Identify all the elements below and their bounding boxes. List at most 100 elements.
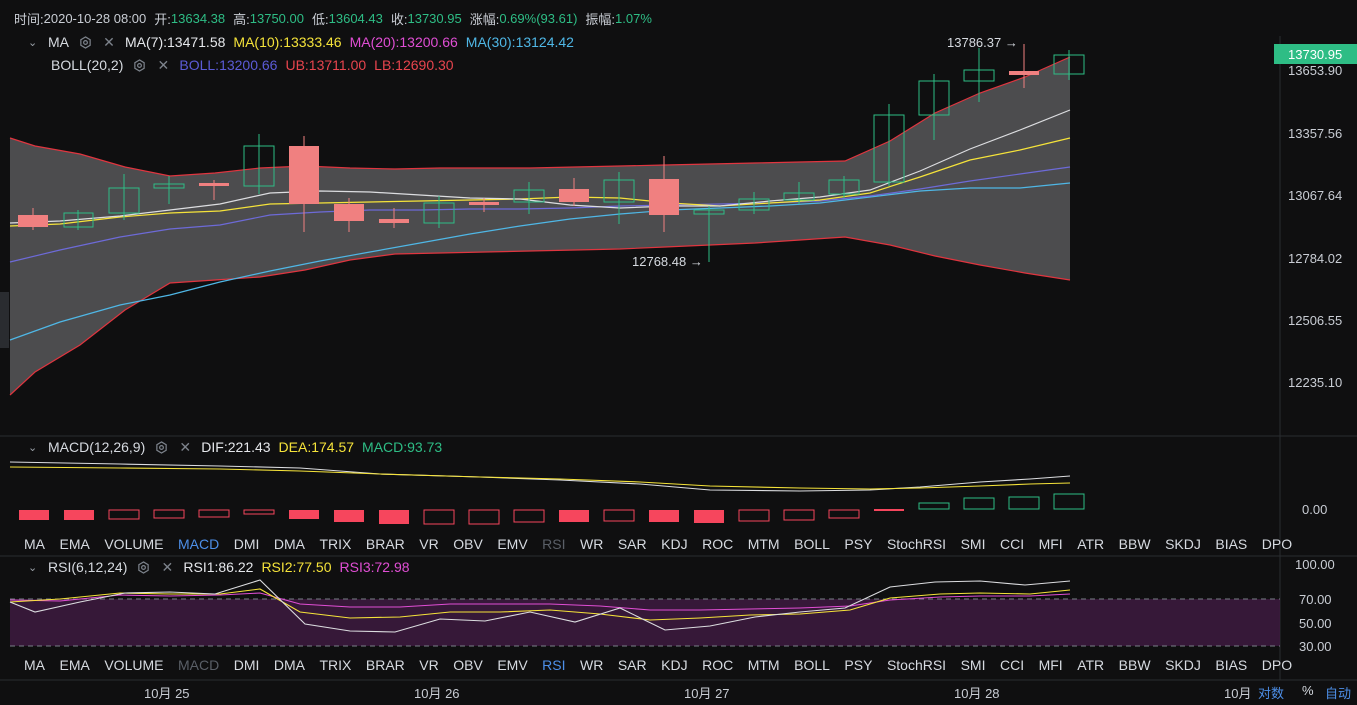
close-icon[interactable]: ✕ <box>103 33 115 50</box>
rsi-axis-label: 100.00 <box>1295 557 1335 572</box>
tab-mtm[interactable]: MTM <box>747 657 780 673</box>
open-label: 开: <box>154 11 171 27</box>
tab-atr[interactable]: ATR <box>1077 657 1105 673</box>
tab-wr[interactable]: WR <box>580 657 604 673</box>
close-icon[interactable]: ✕ <box>161 558 174 575</box>
close-icon[interactable]: ✕ <box>179 438 192 455</box>
tab-dma[interactable]: DMA <box>273 657 305 673</box>
tab-dmi[interactable]: DMI <box>233 536 260 552</box>
tab-volume[interactable]: VOLUME <box>104 536 164 552</box>
tab-ema[interactable]: EMA <box>59 536 90 552</box>
tab-brar[interactable]: BRAR <box>365 657 405 673</box>
macd-indicator-name[interactable]: MACD(12,26,9) <box>48 439 146 455</box>
date-axis-label: 10月 25 <box>144 686 190 701</box>
tab-brar[interactable]: BRAR <box>365 536 405 552</box>
amplitude-value: 1.07% <box>615 10 652 26</box>
ma-legend: ⌄ MA ✕ MA(7):13471.58 MA(10):13333.46 MA… <box>0 33 582 51</box>
macd-dea-value: DEA:174.57 <box>278 439 355 455</box>
macd-histogram <box>19 493 1085 525</box>
tab-smi[interactable]: SMI <box>960 657 986 673</box>
current-price-tag: 13730.95 <box>1274 44 1357 64</box>
close-icon[interactable]: ✕ <box>157 56 170 73</box>
collapse-chevron-icon[interactable]: ⌄ <box>28 441 38 454</box>
tab-dma[interactable]: DMA <box>273 536 305 552</box>
tab-cci[interactable]: CCI <box>999 657 1025 673</box>
macd-dea-line <box>9 466 1071 490</box>
tab-bias[interactable]: BIAS <box>1215 657 1248 673</box>
date-axis-label: 10月 <box>1224 686 1252 701</box>
tab-bbw[interactable]: BBW <box>1118 657 1151 673</box>
tab-kdj[interactable]: KDJ <box>661 657 688 673</box>
tab-ema[interactable]: EMA <box>59 657 90 673</box>
tab-boll[interactable]: BOLL <box>794 657 830 673</box>
tab-vr[interactable]: VR <box>419 657 439 673</box>
tab-bbw[interactable]: BBW <box>1118 536 1151 552</box>
tab-boll[interactable]: BOLL <box>794 536 830 552</box>
tab-trix[interactable]: TRIX <box>319 536 352 552</box>
tab-psy[interactable]: PSY <box>844 657 873 673</box>
rsi-axis-label: 70.00 <box>1299 592 1332 607</box>
tab-smi[interactable]: SMI <box>960 536 986 552</box>
boll-legend: BOLL(20,2) ✕ BOLL:13200.66 UB:13711.00 L… <box>51 56 462 74</box>
settings-icon[interactable] <box>153 439 169 455</box>
tab-dpo[interactable]: DPO <box>1261 657 1293 673</box>
tab-dmi[interactable]: DMI <box>233 657 260 673</box>
percent-scale-toggle[interactable]: % <box>1302 683 1314 698</box>
ma-indicator-name[interactable]: MA <box>48 34 69 50</box>
ma30-value: MA(30):13124.42 <box>465 34 574 50</box>
log-scale-toggle[interactable]: 对数 <box>1258 686 1285 701</box>
tab-stochrsi[interactable]: StochRSI <box>886 657 947 673</box>
tab-roc[interactable]: ROC <box>702 536 734 552</box>
tab-dpo[interactable]: DPO <box>1261 536 1293 552</box>
time-value: 2020-10-28 08:00 <box>43 10 147 26</box>
macd-dif-line <box>9 461 1071 492</box>
tab-ma[interactable]: MA <box>24 536 45 552</box>
tab-atr[interactable]: ATR <box>1077 536 1105 552</box>
ma30-line <box>9 182 1071 341</box>
tab-vr[interactable]: VR <box>419 536 439 552</box>
settings-icon[interactable] <box>135 559 151 575</box>
tab-emv[interactable]: EMV <box>497 657 528 673</box>
tab-macd[interactable]: MACD <box>177 657 220 673</box>
tab-obv[interactable]: OBV <box>453 657 483 673</box>
tab-mfi[interactable]: MFI <box>1038 657 1063 673</box>
tab-obv[interactable]: OBV <box>453 536 483 552</box>
price-axis-label: 13653.90 <box>1288 63 1343 78</box>
tab-trix[interactable]: TRIX <box>319 657 352 673</box>
settings-icon[interactable] <box>77 34 93 50</box>
tab-kdj[interactable]: KDJ <box>661 536 688 552</box>
tab-bias[interactable]: BIAS <box>1215 536 1248 552</box>
tab-skdj[interactable]: SKDJ <box>1165 536 1201 552</box>
ohlc-header: 时间: 2020-10-28 08:00 开: 13634.38 高: 1375… <box>0 0 1357 36</box>
tab-rsi[interactable]: RSI <box>542 657 566 673</box>
tab-stochrsi[interactable]: StochRSI <box>886 536 947 552</box>
rsi3-value: RSI3:72.98 <box>339 559 410 575</box>
auto-scale-toggle[interactable]: 自动 <box>1325 686 1352 701</box>
tab-roc[interactable]: ROC <box>702 657 734 673</box>
change-value: 0.69%(93.61) <box>499 10 578 26</box>
tab-ma[interactable]: MA <box>24 657 45 673</box>
tab-sar[interactable]: SAR <box>617 536 647 552</box>
open-value: 13634.38 <box>170 10 226 26</box>
settings-icon[interactable] <box>131 57 147 73</box>
tab-wr[interactable]: WR <box>580 536 604 552</box>
boll-indicator-name[interactable]: BOLL(20,2) <box>51 57 124 73</box>
rsi-indicator-name[interactable]: RSI(6,12,24) <box>48 559 128 575</box>
tab-macd[interactable]: MACD <box>177 536 220 552</box>
tab-sar[interactable]: SAR <box>617 657 647 673</box>
tab-mtm[interactable]: MTM <box>747 536 780 552</box>
amplitude-label: 振幅: <box>585 11 616 27</box>
tab-skdj[interactable]: SKDJ <box>1165 657 1201 673</box>
price-axis-label: 12235.10 <box>1288 375 1343 390</box>
tab-volume[interactable]: VOLUME <box>104 657 164 673</box>
tab-cci[interactable]: CCI <box>999 536 1025 552</box>
tab-emv[interactable]: EMV <box>497 536 528 552</box>
tab-rsi[interactable]: RSI <box>542 536 566 552</box>
collapse-chevron-icon[interactable]: ⌄ <box>28 36 38 49</box>
tab-mfi[interactable]: MFI <box>1038 536 1063 552</box>
macd-axis-label: 0.00 <box>1302 502 1328 517</box>
collapse-chevron-icon[interactable]: ⌄ <box>28 561 38 574</box>
tab-psy[interactable]: PSY <box>844 536 873 552</box>
left-panel-handle[interactable] <box>0 292 9 348</box>
